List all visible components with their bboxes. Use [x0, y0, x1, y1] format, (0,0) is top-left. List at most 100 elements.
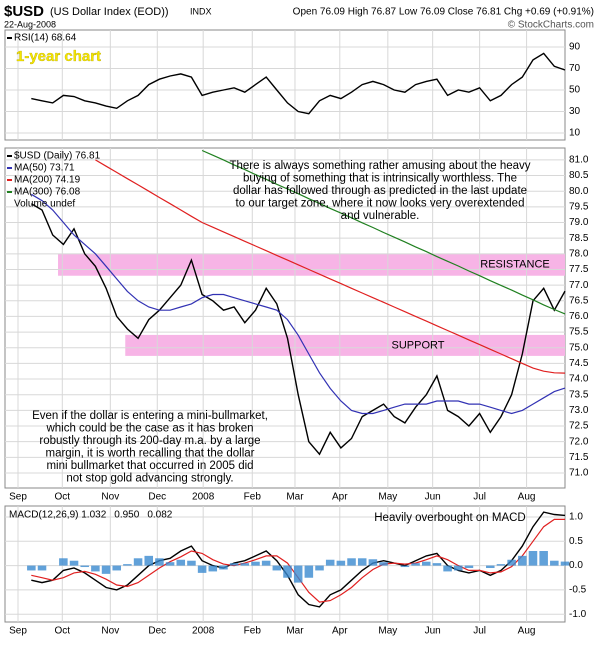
exchange: INDX — [190, 6, 212, 16]
y-tick-label: 75.0 — [569, 342, 589, 353]
x-tick-label: Feb — [244, 492, 262, 503]
histogram-bar — [357, 558, 367, 566]
series-line — [30, 193, 566, 415]
histogram-bar — [454, 565, 463, 571]
histogram-bar — [165, 562, 175, 566]
histogram-bar — [443, 565, 452, 572]
x-tick-label: Jul — [473, 626, 486, 637]
histogram-bar — [293, 565, 303, 583]
histogram-bar — [496, 564, 506, 566]
legend-entry: MA(200) 74.19 — [14, 175, 81, 186]
x-tick-label: Apr — [332, 492, 348, 503]
legend-entry: 0.950 — [114, 510, 139, 521]
histogram-bar — [421, 561, 431, 566]
x-tick-label: Aug — [518, 626, 536, 637]
histogram-bar — [187, 560, 196, 566]
histogram-bar — [208, 565, 218, 572]
y-tick-label: 0.0 — [569, 560, 583, 571]
y-tick-label: 81.0 — [569, 155, 589, 166]
histogram-bar — [69, 560, 79, 566]
quote: Open 76.09 High 76.87 Low 76.09 Close 76… — [293, 7, 594, 18]
y-tick-label: 73.0 — [569, 405, 589, 416]
y-tick-label: 50 — [569, 85, 581, 96]
annotation: robustly through its 200-day m.a. by a l… — [39, 435, 260, 447]
x-tick-label: Oct — [55, 492, 71, 503]
histogram-bar — [80, 565, 89, 568]
y-tick-label: -1.0 — [569, 609, 587, 620]
legend-entry: MACD(12,26,9) 1.032 — [9, 510, 107, 521]
histogram-bar — [91, 565, 100, 572]
y-tick-label: 77.0 — [569, 280, 589, 291]
annotation: mini bullmarket that occurred in 2005 di… — [46, 460, 253, 472]
histogram-bar — [560, 561, 570, 566]
x-tick-label: Nov — [101, 626, 119, 637]
y-tick-label: 77.5 — [569, 264, 589, 275]
date: 22-Aug-2008 — [4, 19, 56, 29]
histogram-bar — [261, 560, 271, 566]
histogram-bar — [379, 562, 388, 566]
y-tick-label: 10 — [569, 128, 581, 139]
y-tick-label: 74.0 — [569, 374, 589, 385]
y-tick-label: 72.5 — [569, 421, 589, 432]
y-tick-label: 0.5 — [569, 536, 583, 547]
annotation: and vulnerable. — [341, 210, 420, 222]
y-tick-label: -0.5 — [569, 585, 587, 596]
x-tick-label: Jul — [473, 492, 486, 503]
series-line — [95, 159, 566, 374]
y-tick-label: 1.0 — [569, 512, 583, 523]
x-tick-label: Nov — [101, 492, 119, 503]
period-label: 1-year chart — [16, 48, 101, 65]
symbol: $USD — [4, 3, 44, 20]
histogram-bar — [27, 565, 36, 571]
band-label: RESISTANCE — [480, 259, 549, 271]
histogram-bar — [304, 565, 314, 578]
legend-entry: 0.082 — [147, 510, 172, 521]
histogram-bar — [539, 550, 548, 566]
annotation: dollar has followed through as predicted… — [233, 185, 527, 197]
source: © StockCharts.com — [508, 20, 594, 31]
band-label: SUPPORT — [392, 339, 445, 351]
histogram-bar — [283, 565, 292, 578]
index-name: (US Dollar Index (EOD)) — [50, 6, 169, 18]
legend-entry: RSI(14) 68.64 — [14, 33, 77, 44]
panel — [4, 505, 566, 623]
y-tick-label: 73.5 — [569, 389, 589, 400]
y-tick-label: 76.5 — [569, 295, 589, 306]
series-line — [30, 203, 566, 456]
histogram-bar — [144, 555, 154, 566]
zone-band — [58, 253, 566, 276]
histogram-bar — [197, 565, 207, 573]
y-tick-label: 72.0 — [569, 436, 589, 447]
x-tick-label: Aug — [518, 492, 536, 503]
annotation: not stop gold advancing strongly. — [66, 473, 233, 485]
annotation: which could be the case as it has broken — [45, 423, 253, 435]
histogram-bar — [411, 563, 420, 566]
volume-label: Volume undef — [14, 199, 75, 210]
y-tick-label: 30 — [569, 106, 581, 117]
histogram-bar — [550, 560, 559, 566]
histogram-bar — [507, 559, 516, 566]
histogram-bar — [37, 565, 47, 571]
y-tick-label: 75.5 — [569, 327, 589, 338]
histogram-bar — [101, 565, 111, 574]
histogram-bar — [229, 563, 239, 566]
histogram-bar — [432, 563, 442, 566]
y-tick-label: 80.0 — [569, 186, 589, 197]
x-tick-label: Mar — [286, 492, 304, 503]
panel — [4, 29, 566, 141]
x-tick-label: Mar — [286, 626, 304, 637]
annotation: margin, it is worth recalling that the d… — [45, 448, 254, 460]
annotation: buying of something that is intrinsicall… — [243, 173, 517, 185]
annotation: Even if the dollar is entering a mini-bu… — [32, 410, 268, 422]
histogram-bar — [272, 565, 282, 571]
histogram-bar — [347, 558, 356, 566]
legend-entry: MA(50) 73.71 — [14, 163, 75, 174]
x-tick-label: May — [378, 492, 397, 503]
x-tick-label: 2008 — [192, 626, 215, 637]
histogram-bar — [155, 558, 164, 566]
x-tick-label: May — [378, 626, 397, 637]
histogram-bar — [176, 559, 186, 566]
x-tick-label: Apr — [332, 626, 348, 637]
histogram-bar — [315, 565, 324, 571]
